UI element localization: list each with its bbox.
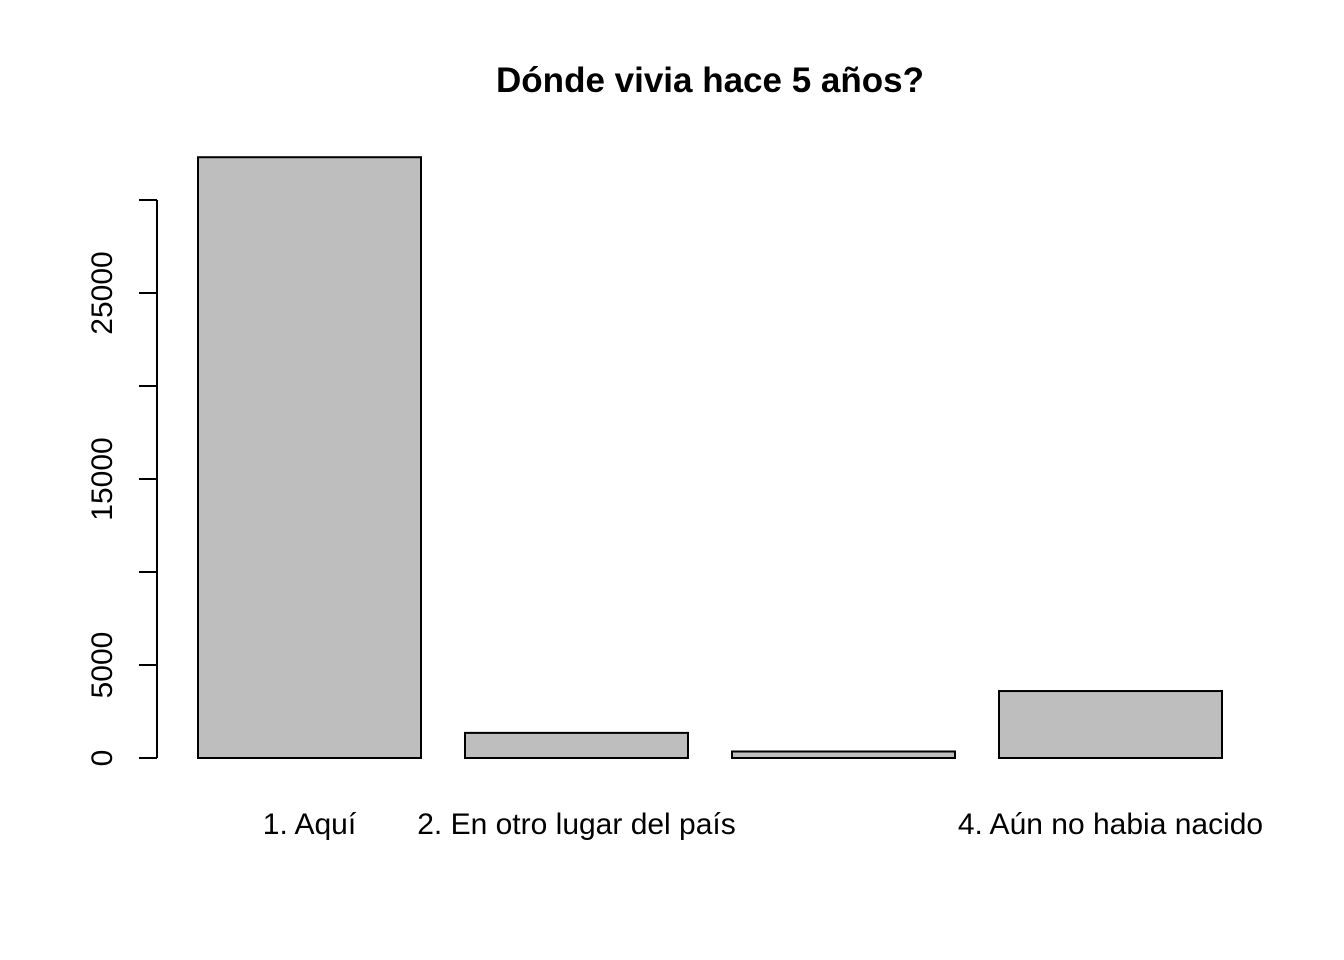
y-tick-label: 0 bbox=[86, 750, 119, 767]
category-label: 4. Aún no habia nacido bbox=[958, 808, 1263, 841]
bar-3 bbox=[731, 750, 956, 759]
y-tick-label: 5000 bbox=[86, 632, 119, 699]
chart-title: Dónde vivia hace 5 años? bbox=[496, 61, 924, 100]
bars-group bbox=[197, 156, 1223, 760]
y-tick-label: 25000 bbox=[86, 251, 119, 334]
category-label: 1. Aquí bbox=[263, 808, 357, 841]
bar-1 bbox=[197, 156, 422, 760]
bar-4 bbox=[998, 690, 1223, 759]
y-tick-label: 15000 bbox=[86, 437, 119, 520]
bar-2 bbox=[464, 731, 689, 760]
category-labels: 1. Aquí 2. En otro lugar del país 4. Aún n… bbox=[263, 808, 1263, 841]
category-label: 2. En otro lugar del país bbox=[417, 808, 736, 841]
y-axis: 0 5000 15000 25000 bbox=[86, 199, 158, 767]
